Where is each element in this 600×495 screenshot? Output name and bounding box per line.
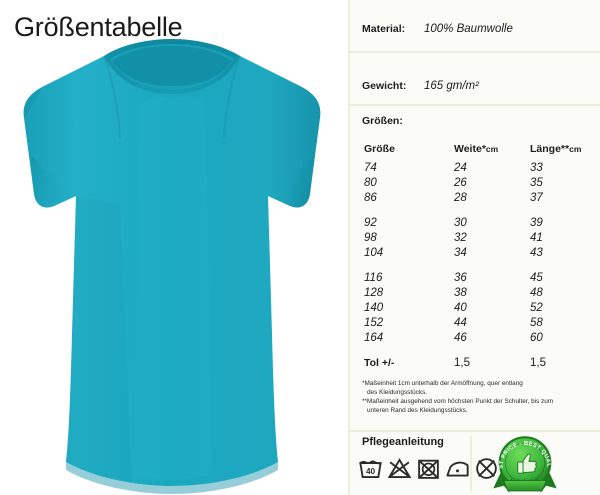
cell-width: 46 [454,332,467,344]
divider-1 [350,51,600,53]
page-title: Größentabelle [14,12,183,42]
product-image-panel: Größentabelle [14,12,321,494]
spec-panel: Material: 100% Baumwolle Gewicht: 165 gm/m… [348,0,600,495]
care-title: Pflegeanleitung [362,436,444,448]
header-width-text: Weite* [454,143,486,155]
cell-width: 40 [454,302,467,314]
cell-length: 60 [530,332,543,344]
best-price-best-quality-badge: BEST PRICE - BEST QUALITY ★★★★★ [492,433,557,493]
cell-length: 41 [530,232,543,244]
cell-width: 28 [454,192,467,204]
no-dry-clean-icon [476,458,497,479]
footnote-line-3: **Maßeinheit ausgehend vom höchsten Punk… [362,398,554,406]
weight-value: 165 gm/m² [424,80,479,92]
header-width-unit: cm [485,144,499,154]
tolerance-label: Tol +/- [364,357,395,369]
cell-width: 30 [454,217,467,229]
table-row: 116 36 45 [350,272,600,287]
footnotes: *Maßeinheit 1cm unterhalb der Armöffnung… [362,379,594,415]
cell-length: 37 [530,192,543,204]
table-row: 104 34 43 [350,247,600,272]
table-header-row: Größe Weite*cm Länge**cm [350,143,600,162]
cell-size: 98 [364,232,377,244]
table-row: 98 32 41 [350,232,600,247]
header-length-unit: cm [569,144,582,154]
wash-40-icon: 40 [359,460,382,479]
cell-width: 26 [454,177,467,189]
weight-label: Gewicht: [362,80,407,92]
cell-width: 32 [454,232,467,244]
cell-width: 36 [454,272,467,284]
size-table: Größe Weite*cm Länge**cm 74 24 33 80 26 … [350,143,600,372]
cell-length: 43 [530,247,543,259]
cell-size: 80 [364,177,377,189]
cell-length: 45 [530,272,543,284]
footnote-line-4: unteren Rand des Kleidungsstücks. [367,407,468,415]
no-bleach-icon [387,458,412,479]
footnote-line-1: *Maßeinheit 1cm unterhalb der Armöffnung… [362,380,523,387]
cell-width: 24 [454,162,467,174]
footnote-line-2: des Kleidungsstücks. [367,389,428,397]
table-row: 80 26 35 [350,177,600,192]
cell-size: 116 [364,272,383,284]
divider-2 [350,104,600,106]
header-length: Länge**cm [530,143,581,155]
material-value: 100% Baumwolle [424,23,513,35]
header-width: Weite*cm [454,143,498,155]
table-row: 128 38 48 [350,287,600,302]
cell-size: 104 [364,247,384,259]
wash-temp-label: 40 [366,467,376,476]
table-row: 140 40 52 [350,302,600,317]
material-label: Material: [362,23,406,35]
tolerance-width: 1,5 [454,357,470,369]
cell-size: 152 [364,317,384,329]
cell-size: 74 [364,162,377,174]
cell-width: 38 [454,287,467,299]
care-section: Pflegeanleitung 40 [350,432,600,495]
care-icons-group: 40 [358,456,499,481]
no-tumble-dry-icon [418,459,439,479]
cell-size: 92 [364,217,377,229]
table-row: 74 24 33 [350,162,600,177]
header-length-text: Länge** [530,143,570,155]
table-row: 92 30 39 [350,217,600,232]
care-divider [470,436,472,492]
table-row: 86 28 37 [350,192,600,217]
cell-length: 58 [530,317,543,329]
iron-low-icon [446,461,469,477]
cell-length: 52 [530,302,543,314]
divider-3 [350,430,600,432]
cell-length: 48 [530,287,543,299]
spec-row-material: Material: 100% Baumwolle [362,19,513,37]
sizes-heading: Größen: [362,115,403,127]
cell-width: 44 [454,317,467,329]
header-size: Größe [364,143,395,155]
cell-length: 39 [530,217,543,229]
table-row: 164 46 60 [350,332,600,357]
cell-length: 35 [530,177,543,189]
table-row: 152 44 58 [350,317,600,332]
cell-size: 128 [364,287,384,299]
cell-width: 34 [454,247,467,259]
spec-row-weight: Gewicht: 165 gm/m² [362,76,479,94]
cell-size: 140 [364,302,384,314]
tshirt-illustration [23,39,321,494]
cell-size: 164 [364,332,384,344]
cell-size: 86 [364,192,377,204]
table-row-tolerance: Tol +/- 1,5 1,5 [350,357,600,372]
tolerance-length: 1,5 [530,357,546,369]
cell-length: 33 [530,162,543,174]
